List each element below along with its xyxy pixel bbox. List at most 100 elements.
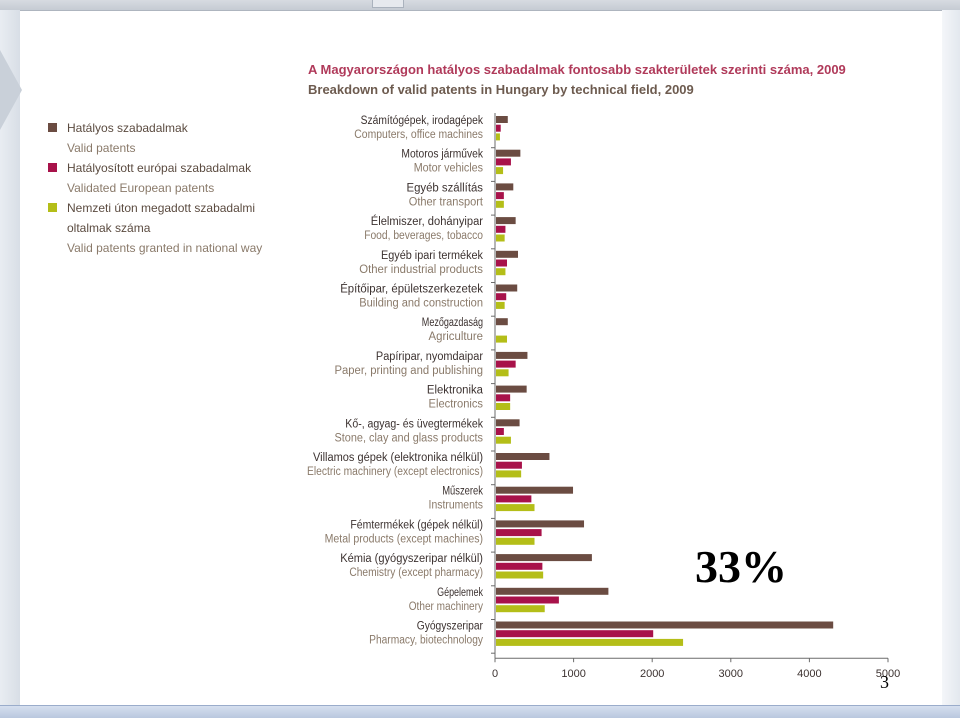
bar-european [496,529,542,537]
bar-european [496,630,654,638]
bar-valid [496,183,514,191]
category-label-en: Electronics [429,399,484,411]
bar-valid [496,217,516,225]
bar-national [496,369,509,377]
bar-national [496,638,684,646]
bar-european [496,428,504,435]
bar-valid [496,419,520,427]
x-tick-label: 1000 [561,668,585,680]
bar-national [496,436,511,444]
bar-european [496,596,559,604]
category-label-en: Other transport [409,196,484,208]
category-label-en: Other industrial products [359,264,483,276]
chart-title-hu: A Magyarországon hatályos szabadalmak fo… [308,62,846,77]
category-label-en: Agriculture [429,331,483,343]
legend-swatch-valid [48,123,57,132]
bar-national [496,268,506,276]
category-label-hu: Kő-, agyag- és üvegtermékek [345,418,483,430]
legend-item-european: Hatályosított európai szabadalmak Valida… [48,158,267,198]
left-decoration [0,50,22,130]
bar-national [496,537,535,545]
bar-european [496,225,506,233]
bar-european [496,562,543,570]
category-label-en: Computers, office machines [354,129,483,141]
bar-national [496,403,511,410]
category-label-hu: Fémtermékek (gépek nélkül) [350,519,483,531]
category-label-en: Electric machinery (except electronics) [307,466,483,478]
bar-national [496,234,505,242]
right-side-rail [942,10,960,706]
legend-swatch-national [48,203,57,212]
bar-valid [496,318,508,326]
window-tab[interactable] [372,0,404,8]
legend-label-en: Validated European patents [67,181,215,195]
bar-european [496,293,507,301]
bar-national [496,335,508,343]
category-label-en: Metal products (except machines) [325,533,484,545]
bar-valid [496,453,550,460]
bar-valid [496,149,521,157]
bar-european [496,259,508,267]
legend-item-national: Nemzeti úton megadott szabadalmi oltalma… [48,198,267,258]
category-label-en: Chemistry (except pharmacy) [349,567,483,579]
legend-item-valid: Hatályos szabadalmak Valid patents [48,118,267,158]
bar-national [496,200,504,208]
bar-national [496,504,535,512]
bar-valid [496,587,609,595]
category-label-hu: Gépelemek [437,587,483,599]
bar-valid [496,116,508,123]
category-label-en: Other machinery [409,601,483,613]
legend-label-hu: Hatályos szabadalmak [67,121,188,135]
bar-european [496,461,522,469]
category-label-hu: Mezőgazdaság [422,317,483,329]
bar-european [496,495,532,503]
bar-valid [496,250,519,258]
window-top-bar [0,0,960,11]
window-bottom-bar [0,705,960,718]
left-side-rail [0,10,20,706]
bar-valid [496,621,834,629]
bar-national [496,167,504,175]
category-label-hu: Papíripar, nyomdaipar [376,351,483,363]
bar-european [496,360,516,368]
category-label-hu: Műszerek [442,486,483,498]
bar-european [496,158,511,166]
bar-national [496,571,544,579]
bar-european [496,124,501,132]
bar-national [496,301,505,309]
percentage-overlay: 33% [695,541,787,592]
chart-titles: A Magyarországon hatályos szabadalmak fo… [308,60,846,100]
bar-national [496,605,545,613]
category-label-hu: Villamos gépek (elektronika nélkül) [313,452,483,464]
bar-valid [496,284,518,292]
legend-label-en: Valid patents granted in national way [67,241,263,255]
page-number: 3 [880,672,889,692]
legend-label-en: Valid patents [67,141,136,155]
category-label-en: Building and construction [359,298,483,310]
bar-valid [496,520,585,528]
category-label-hu: Számítógépek, irodagépek [361,115,484,127]
bar-valid [496,486,574,494]
bar-valid [496,385,527,393]
bar-valid [496,351,528,359]
chart-legend: Hatályos szabadalmak Valid patents Hatál… [48,118,267,258]
category-label-hu: Építőipar, épületszerkezetek [340,283,483,296]
category-label-hu: Elektronika [427,385,484,397]
category-label-en: Pharmacy, biotechnology [369,635,483,647]
legend-swatch-european [48,163,57,172]
category-label-en: Food, beverages, tobacco [364,230,483,242]
category-label-hu: Motoros járművek [401,149,483,161]
category-label-en: Paper, printing and publishing [335,365,484,377]
chart-title-en: Breakdown of valid patents in Hungary by… [308,82,694,97]
category-label-en: Motor vehicles [414,163,484,175]
category-label-hu: Élelmiszer, dohányipar [371,215,483,228]
category-label-hu: Egyéb szállítás [407,182,484,194]
x-tick-label: 2000 [640,668,664,680]
bar-national [496,470,522,478]
bar-european [496,192,504,200]
x-tick-label: 0 [492,668,498,680]
bar-national [496,133,500,141]
bar-european [496,394,511,402]
x-tick-label: 3000 [719,668,743,680]
